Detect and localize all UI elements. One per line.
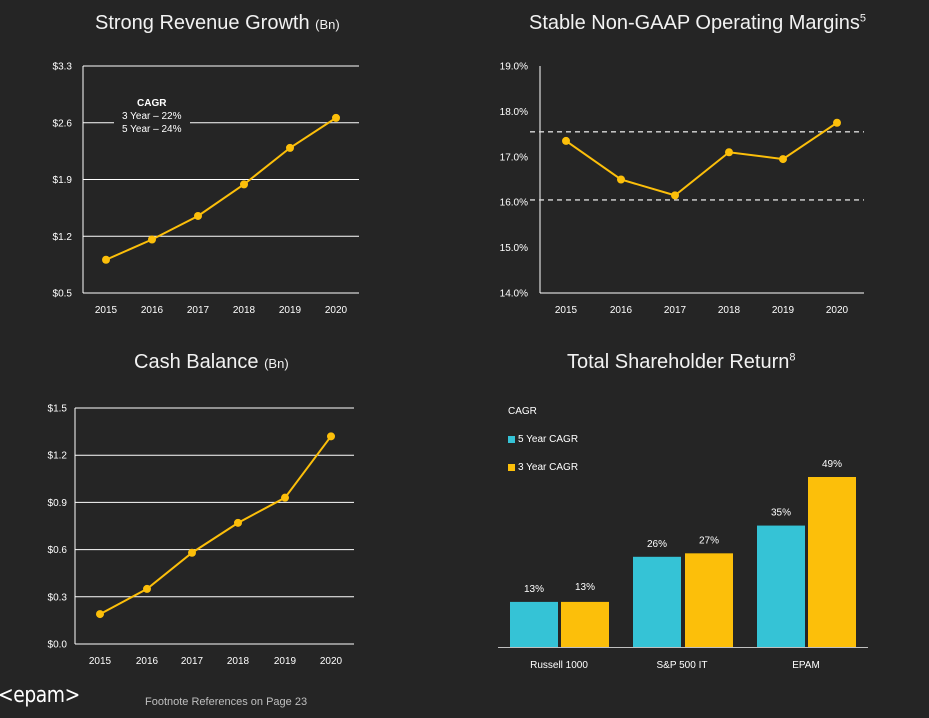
- revenue-unit: (Bn): [315, 17, 340, 32]
- revenue-series-line: [105, 117, 337, 261]
- tsr-footnote-ref: 8: [789, 351, 796, 364]
- margins-y-tick-label: 14.0%: [500, 289, 528, 300]
- revenue-data-point: [240, 180, 248, 189]
- cash-y-tick-label: $0.9: [48, 498, 68, 509]
- epam-logo: <epam>: [0, 683, 80, 708]
- margins-y-tick-label: 19.0%: [500, 62, 528, 73]
- tsr-data-label: 49%: [822, 459, 842, 470]
- revenue-data-point: [332, 113, 340, 122]
- tsr-bar-3-year: [561, 601, 609, 647]
- cash-y-tick-label: $1.2: [48, 451, 68, 462]
- cash-y-tick-label: $0.6: [48, 545, 68, 556]
- margins-x-tick-label: 2015: [555, 305, 578, 316]
- cash-y-tick-label: $0.0: [48, 640, 68, 651]
- revenue-cagr-annotation: CAGR 3 Year – 22% 5 Year – 24%: [114, 95, 190, 138]
- cash-unit: (Bn): [264, 356, 289, 371]
- cash-chart-title: Cash Balance (Bn): [134, 351, 289, 373]
- margins-x-tick-label: 2019: [772, 305, 795, 316]
- cash-data-point: [96, 610, 104, 619]
- tsr-chart-title: Total Shareholder Return8: [567, 351, 796, 373]
- tsr-bar-3-year: [808, 477, 856, 647]
- revenue-data-point: [194, 211, 202, 220]
- cash-data-point: [188, 548, 196, 557]
- margins-x-tick-label: 2020: [826, 305, 849, 316]
- tsr-category-label: EPAM: [792, 660, 820, 671]
- legend-item-3-year: 3 Year CAGR: [508, 460, 578, 474]
- margins-y-tick-label: 18.0%: [500, 107, 528, 118]
- revenue-y-tick-label: $3.3: [53, 62, 73, 73]
- cash-data-point: [143, 584, 151, 593]
- revenue-y-tick-label: $0.5: [53, 289, 73, 300]
- margins-x-tick-label: 2017: [664, 305, 687, 316]
- tsr-category-label: S&P 500 IT: [657, 660, 708, 671]
- margins-data-point: [833, 118, 841, 127]
- tsr-legend: CAGR 5 Year CAGR 3 Year CAGR: [508, 404, 578, 488]
- margins-y-tick-label: 16.0%: [500, 198, 528, 209]
- tsr-data-label: 13%: [524, 584, 544, 595]
- revenue-y-tick-label: $2.6: [53, 118, 73, 129]
- cash-x-tick-label: 2016: [136, 656, 159, 667]
- margins-footnote-ref: 5: [859, 12, 867, 25]
- legend-swatch-5-year: [508, 435, 515, 443]
- margins-data-point: [779, 155, 787, 164]
- tsr-bar-5-year: [633, 556, 681, 647]
- revenue-x-tick-label: 2020: [325, 305, 348, 316]
- margins-data-point: [617, 175, 625, 184]
- margins-x-tick-label: 2016: [610, 305, 633, 316]
- cash-x-tick-label: 2019: [274, 656, 297, 667]
- cash-data-point: [234, 518, 242, 527]
- revenue-y-tick-label: $1.9: [53, 175, 73, 186]
- footnote-reference: Footnote References on Page 23: [145, 696, 308, 708]
- revenue-y-tick-label: $1.2: [53, 232, 73, 243]
- legend-swatch-3-year: [508, 463, 515, 471]
- revenue-data-point: [148, 235, 156, 244]
- revenue-chart-title: Strong Revenue Growth (Bn): [95, 12, 340, 34]
- margins-data-point: [671, 191, 679, 200]
- margins-chart-title: Stable Non-GAAP Operating Margins5: [529, 12, 867, 34]
- cash-y-tick-label: $0.3: [48, 592, 68, 603]
- cagr-5-year: 5 Year – 24%: [122, 124, 182, 135]
- revenue-x-tick-label: 2015: [95, 305, 118, 316]
- revenue-x-tick-label: 2016: [141, 305, 164, 316]
- margins-y-tick-label: 15.0%: [500, 243, 528, 254]
- cash-x-tick-label: 2017: [181, 656, 204, 667]
- cash-data-point: [281, 493, 289, 502]
- tsr-data-label: 35%: [771, 508, 791, 519]
- revenue-x-tick-label: 2017: [187, 305, 210, 316]
- revenue-x-tick-label: 2019: [279, 305, 302, 316]
- legend-item-5-year: 5 Year CAGR: [508, 432, 578, 446]
- cash-series-line: [99, 435, 332, 615]
- tsr-category-label: Russell 1000: [530, 660, 588, 671]
- tsr-bar-3-year: [685, 553, 733, 647]
- tsr-bar-5-year: [510, 601, 558, 647]
- margins-y-tick-label: 17.0%: [500, 152, 528, 163]
- tsr-data-label: 26%: [647, 539, 667, 550]
- cash-x-tick-label: 2018: [227, 656, 250, 667]
- cagr-heading: CAGR: [137, 98, 167, 109]
- margins-x-tick-label: 2018: [718, 305, 741, 316]
- cash-data-point: [327, 432, 335, 441]
- legend-heading: CAGR: [508, 405, 537, 417]
- margins-data-point: [562, 136, 570, 145]
- revenue-data-point: [286, 143, 294, 152]
- cash-x-tick-label: 2020: [320, 656, 343, 667]
- tsr-data-label: 13%: [575, 582, 595, 593]
- revenue-x-tick-label: 2018: [233, 305, 256, 316]
- cagr-3-year: 3 Year – 22%: [122, 111, 182, 122]
- cash-x-tick-label: 2015: [89, 656, 112, 667]
- tsr-bar-5-year: [757, 525, 805, 647]
- cash-y-tick-label: $1.5: [48, 404, 68, 415]
- tsr-data-label: 27%: [699, 535, 719, 546]
- margins-data-point: [725, 148, 733, 157]
- revenue-data-point: [102, 255, 110, 264]
- margins-series-line: [565, 121, 838, 197]
